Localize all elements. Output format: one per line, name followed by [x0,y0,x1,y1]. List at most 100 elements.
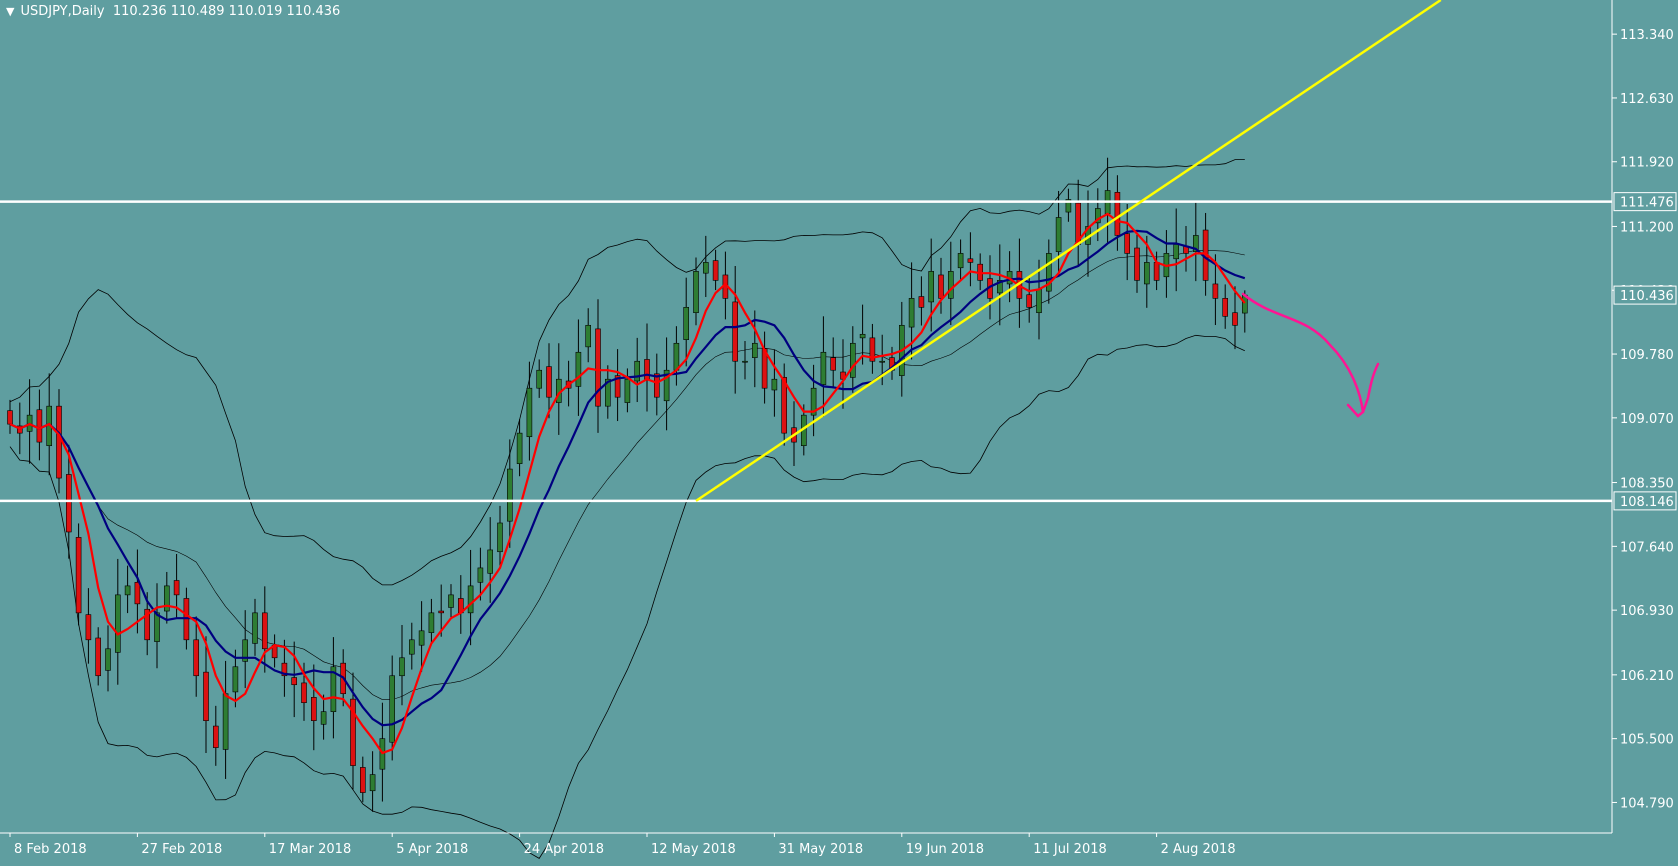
candle [624,368,631,413]
price-axis: 113.340 112.630 111.920 111.200 110.436 109.7… [0,0,1677,834]
candle-body [173,580,180,596]
price-tick-label: 111.200 [1620,220,1674,235]
candle-body [849,342,856,378]
candle-body [957,253,964,269]
candle [497,505,503,568]
candle-body [653,373,660,398]
current-price-label: 110.436 [1620,289,1674,304]
candle-body [203,671,209,721]
candle-body [967,258,974,263]
price-tick-label: 107.640 [1620,540,1674,555]
candle [536,359,543,398]
candle-body [193,639,199,677]
candle [1173,208,1179,292]
candle [1232,286,1238,350]
candle-body [595,328,601,407]
candle-body [663,369,670,402]
drawn-lines-layer [0,0,1612,503]
candle-body [7,410,13,425]
moving-average-red [9,212,1246,755]
candle-body [810,387,817,416]
candle [438,584,445,637]
candle-body [213,725,219,748]
candle-body [614,375,621,398]
candle [1006,251,1013,303]
annotation-layer [1241,292,1380,418]
candle-body [124,585,131,596]
candle-body [359,767,366,793]
candle-body [1193,235,1199,252]
candle [595,299,601,433]
candle [193,616,199,697]
candle-body [526,387,533,438]
candles-layer [7,157,1248,812]
candle [261,586,268,673]
candle-body [702,262,709,274]
candle-body [585,324,592,348]
candle-body [222,693,229,750]
candle [222,660,229,779]
candle [271,634,278,668]
candle-body [1232,312,1238,326]
candle-body [1134,247,1140,281]
candle [320,694,327,740]
bollinger-lower-band [9,334,1245,859]
candle [585,308,592,363]
candle-body [56,405,62,479]
candle-body [448,594,454,608]
candle [7,399,13,434]
candle-body [732,301,739,362]
price-tick-label: 105.500 [1620,733,1674,748]
candle-body [575,351,582,387]
candle [683,277,690,367]
price-tick-label: 108.350 [1620,477,1674,492]
candle [291,641,298,718]
candle-body [869,337,876,362]
candle [457,575,464,634]
candle [105,625,111,692]
price-tick-label: 109.780 [1620,348,1674,363]
candle-body [418,630,425,646]
candle [232,649,239,708]
level-price-label-box [1613,192,1677,212]
level-price-label: 111.476 [1620,196,1674,211]
trendline[interactable] [695,0,1442,502]
current-price-label-box [1613,285,1677,305]
candle-body [487,549,494,574]
candle [75,523,82,626]
level-price-label-box [1613,491,1677,511]
candle-body [546,366,552,398]
candle [555,343,562,435]
candle-body [105,648,111,671]
time-tick-label: 5 Apr 2018 [396,842,468,857]
candle [408,622,415,670]
candle [810,364,817,437]
candle-body [438,610,445,614]
candle-body [310,697,317,721]
candle-body [516,432,523,464]
price-tick-label: 106.210 [1620,669,1674,684]
price-tick-label: 111.920 [1620,156,1674,171]
candle-body [428,612,435,633]
price-tick-label: 112.630 [1620,92,1674,107]
candle [526,361,533,461]
candle [1055,190,1062,276]
freehand-arrow-annotation[interactable] [1241,292,1380,418]
candle-body [1173,244,1179,260]
candle [761,331,768,404]
time-tick-label: 12 May 2018 [651,842,736,857]
candle-body [144,608,150,641]
candle-body [947,271,954,299]
candle [546,343,552,419]
candle [399,624,405,706]
candle-body [467,585,474,614]
time-axis: 8 Feb 2018 27 Feb 2018 17 Mar 2018 5 Apr 20… [9,833,1236,857]
candle [1163,230,1170,298]
candle-body [634,360,641,382]
candle [840,339,846,409]
candle [369,751,376,812]
candle-body [918,296,925,308]
collapse-triangle-icon[interactable]: ▼ [6,5,15,18]
